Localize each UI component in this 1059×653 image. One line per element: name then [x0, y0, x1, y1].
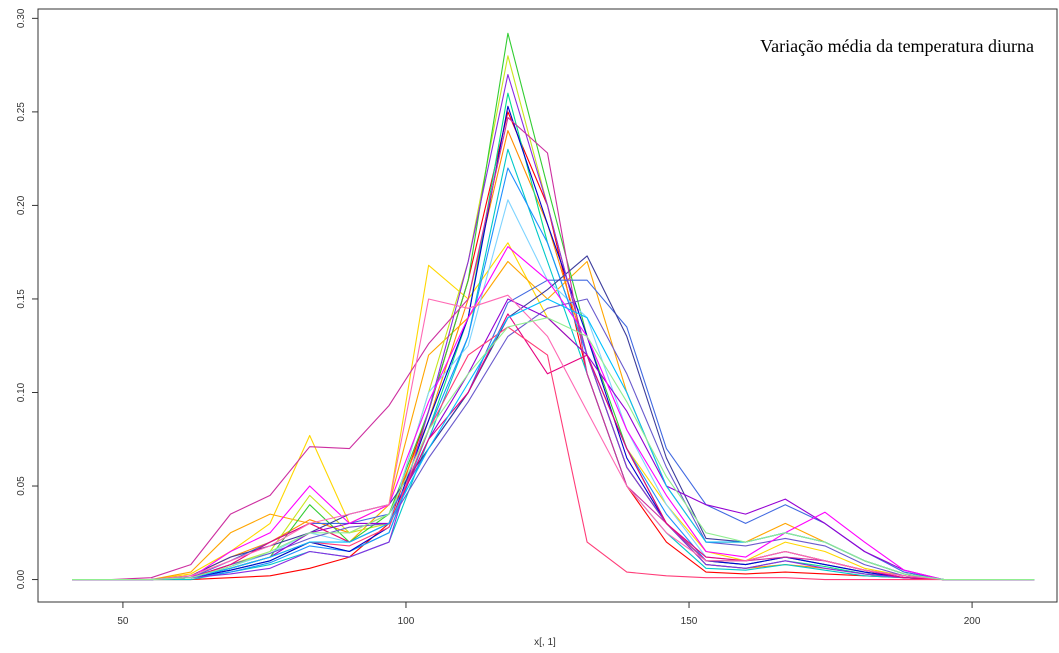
plot-frame [37, 8, 1058, 603]
series-line-20 [72, 326, 1035, 581]
series-line-7 [72, 92, 1035, 581]
series-line-2 [72, 130, 1035, 581]
y-tick-label-6: 0.30 [16, 8, 27, 28]
series-line-12 [72, 279, 1035, 581]
series-line-15 [72, 73, 1035, 581]
series-line-23 [72, 317, 1035, 581]
x-axis-title: x[, 1] [534, 637, 556, 648]
series-line-21 [72, 294, 1035, 581]
series-line-8 [72, 148, 1035, 581]
y-tick-label-3: 0.15 [16, 289, 27, 309]
series-line-18 [72, 116, 1035, 581]
x-tick-label-200: 200 [964, 616, 981, 627]
y-axis: 0.00 0.05 0.10 0.15 0.20 0.25 0.30 [16, 8, 39, 589]
x-tick-label-150: 150 [681, 616, 698, 627]
series-line-11 [72, 105, 1035, 581]
series-line-5 [72, 55, 1035, 581]
series-line-22 [72, 298, 1035, 581]
series-line-9 [72, 199, 1035, 581]
series-line-17 [72, 246, 1035, 581]
y-tick-label-4: 0.20 [16, 195, 27, 215]
series-layer [72, 32, 1035, 581]
x-axis: 50 100 150 200 [117, 601, 981, 627]
series-line-14 [72, 298, 1035, 581]
y-tick-label-1: 0.05 [16, 476, 27, 496]
chart-title: Variação média da temperatura diurna [760, 36, 1034, 56]
series-line-16 [72, 298, 1035, 581]
y-tick-label-2: 0.10 [16, 382, 27, 402]
series-line-19 [72, 313, 1035, 581]
y-tick-label-0: 0.00 [16, 569, 27, 589]
y-tick-label-5: 0.25 [16, 102, 27, 122]
x-tick-label-50: 50 [117, 616, 129, 627]
x-tick-label-100: 100 [398, 616, 415, 627]
series-line-13 [72, 255, 1035, 581]
